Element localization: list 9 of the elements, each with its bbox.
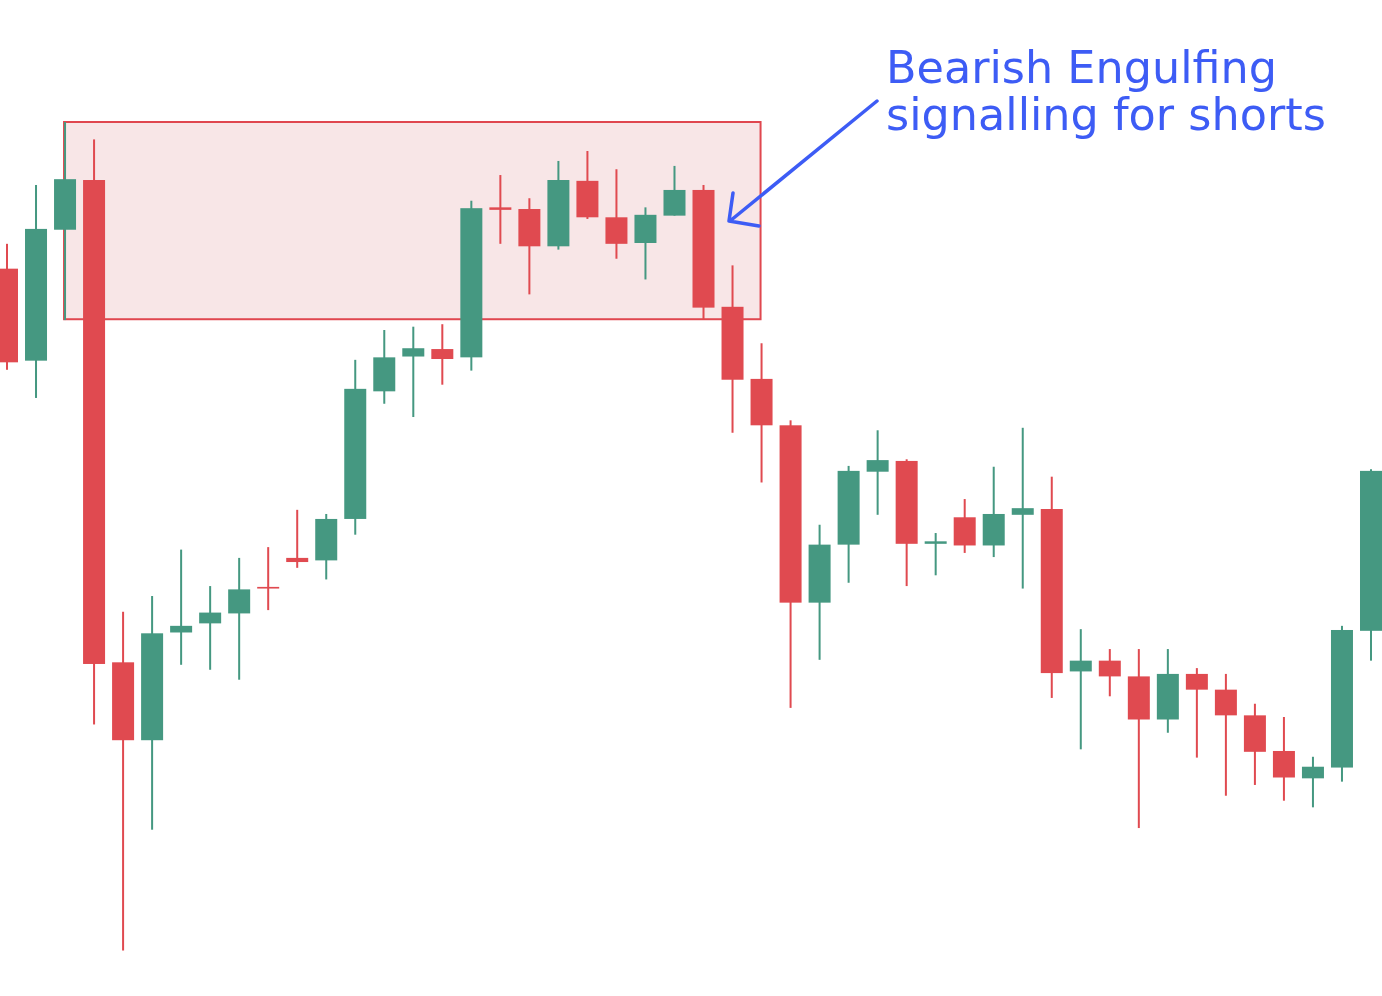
candlestick <box>1069 629 1092 750</box>
candlestick <box>924 533 947 576</box>
candlestick <box>488 175 511 244</box>
candlestick <box>285 509 308 568</box>
candlestick <box>1011 427 1034 589</box>
candlestick <box>169 549 192 665</box>
candlestick <box>256 547 279 611</box>
annotation: Bearish Engulfing signalling for shorts <box>886 42 1326 140</box>
candlestick <box>401 326 424 418</box>
